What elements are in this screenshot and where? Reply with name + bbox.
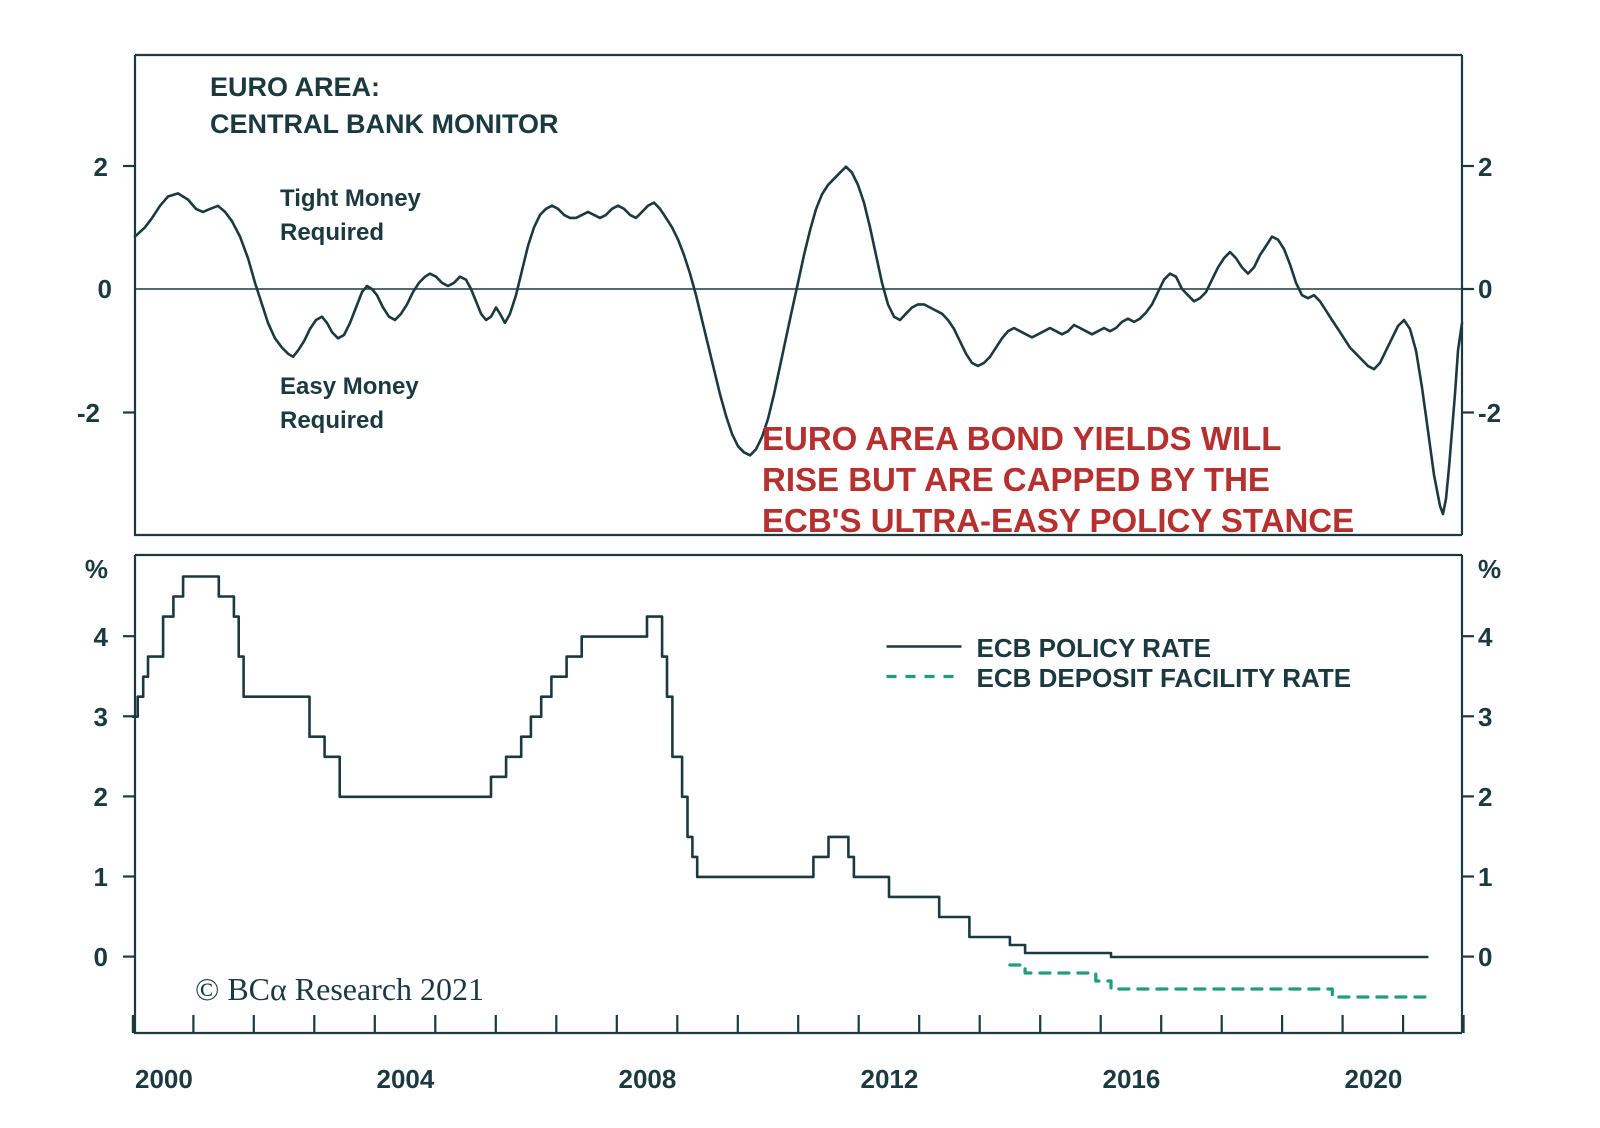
svg-text:2: 2 <box>1478 782 1492 812</box>
svg-text:0: 0 <box>1478 942 1492 972</box>
svg-text:2012: 2012 <box>861 1064 919 1094</box>
svg-text:Required: Required <box>280 407 384 434</box>
svg-text:Tight Money: Tight Money <box>280 185 422 212</box>
svg-text:Easy Money: Easy Money <box>280 373 419 400</box>
svg-text:2008: 2008 <box>619 1064 677 1094</box>
svg-text:2: 2 <box>94 782 108 812</box>
svg-text:2000: 2000 <box>135 1064 193 1094</box>
svg-text:Required: Required <box>280 219 384 246</box>
svg-text:3: 3 <box>1478 702 1492 732</box>
svg-text:RISE BUT ARE CAPPED BY THE: RISE BUT ARE CAPPED BY THE <box>762 461 1270 498</box>
svg-text:2: 2 <box>94 152 108 182</box>
svg-text:CENTRAL BANK MONITOR: CENTRAL BANK MONITOR <box>210 109 559 139</box>
svg-text:2: 2 <box>1478 152 1492 182</box>
svg-text:2004: 2004 <box>377 1064 435 1094</box>
svg-text:ECB'S ULTRA-EASY POLICY STANCE: ECB'S ULTRA-EASY POLICY STANCE <box>762 502 1354 539</box>
svg-text:EURO AREA:: EURO AREA: <box>210 72 380 102</box>
svg-text:4: 4 <box>1478 622 1493 652</box>
svg-text:2020: 2020 <box>1345 1064 1403 1094</box>
svg-text:2016: 2016 <box>1103 1064 1161 1094</box>
svg-text:0: 0 <box>98 274 112 304</box>
svg-text:1: 1 <box>1478 862 1492 892</box>
svg-text:-2: -2 <box>77 398 100 428</box>
svg-text:0: 0 <box>94 942 108 972</box>
svg-text:EURO AREA BOND YIELDS WILL: EURO AREA BOND YIELDS WILL <box>762 420 1281 457</box>
svg-text:© BCα Research 2021: © BCα Research 2021 <box>195 971 484 1007</box>
svg-text:4: 4 <box>94 622 109 652</box>
svg-text:1: 1 <box>94 862 108 892</box>
svg-text:ECB DEPOSIT FACILITY RATE: ECB DEPOSIT FACILITY RATE <box>977 663 1352 693</box>
svg-text:0: 0 <box>1478 274 1492 304</box>
svg-text:%: % <box>1478 554 1501 584</box>
svg-text:ECB POLICY RATE: ECB POLICY RATE <box>977 633 1212 663</box>
svg-text:3: 3 <box>94 702 108 732</box>
svg-text:%: % <box>85 554 108 584</box>
svg-text:-2: -2 <box>1478 398 1501 428</box>
